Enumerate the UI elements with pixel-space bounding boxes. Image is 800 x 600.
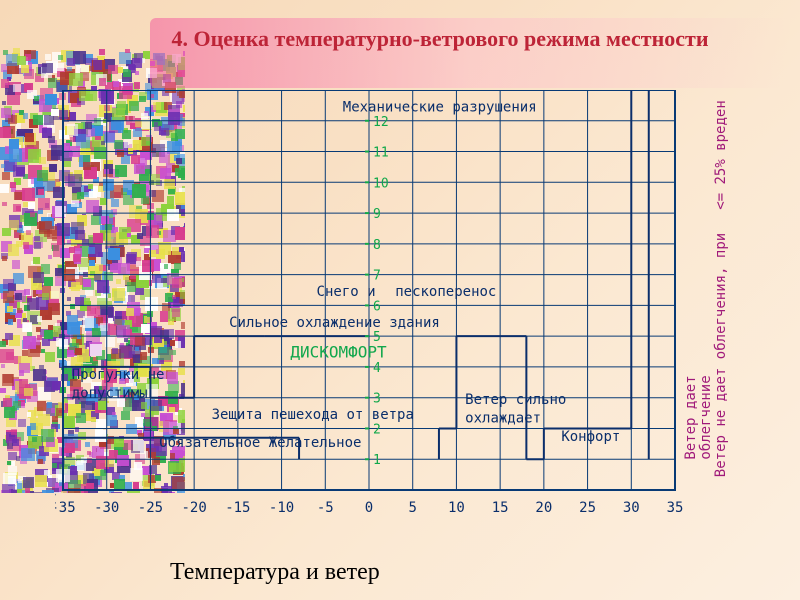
svg-text:6: 6 [373, 299, 381, 314]
svg-text:Прогулки не: Прогулки не [72, 367, 165, 383]
svg-text:пескоперенос: пескоперенос [395, 284, 496, 300]
svg-text:3: 3 [373, 392, 381, 407]
svg-text:допустимы: допустимы [72, 386, 148, 402]
svg-text:t°,C: t°,C [55, 492, 57, 508]
svg-text:ДИСКОМФОРТ: ДИСКОМФОРТ [290, 343, 387, 362]
page-title: 4. Оценка температурно-ветрового режима … [120, 26, 760, 52]
svg-text:Ветер сильно: Ветер сильно [465, 392, 566, 408]
svg-text:7: 7 [373, 269, 381, 284]
svg-text:-30: -30 [94, 500, 119, 516]
svg-text:25: 25 [579, 500, 596, 516]
svg-text:35: 35 [667, 500, 684, 516]
svg-text:2: 2 [373, 422, 381, 437]
svg-text:5: 5 [408, 500, 416, 516]
chart: -35-30-25-20-15-10-505101520253035t°,C12… [55, 90, 745, 520]
svg-text:8: 8 [373, 238, 381, 253]
svg-text:11: 11 [373, 146, 389, 161]
svg-text:20: 20 [535, 500, 552, 516]
svg-text:-5: -5 [317, 500, 334, 516]
svg-text:-35: -35 [55, 500, 76, 516]
svg-text:0: 0 [365, 500, 373, 516]
svg-text:12: 12 [373, 115, 389, 130]
svg-text:Механические разрушения: Механические разрушения [343, 100, 537, 116]
svg-text:облегчение: облегчение [698, 375, 714, 459]
svg-text:<= 25% вреден: <= 25% вреден [713, 100, 729, 210]
svg-text:Обязательное Желательное: Обязательное Желательное [159, 435, 361, 451]
svg-text:4: 4 [373, 361, 381, 376]
svg-text:-10: -10 [269, 500, 294, 516]
svg-text:30: 30 [623, 500, 640, 516]
svg-text:10: 10 [448, 500, 465, 516]
svg-text:-20: -20 [181, 500, 206, 516]
svg-text:9: 9 [373, 207, 381, 222]
svg-text:Ветер не дает облегчения, при: Ветер не дает облегчения, при [713, 233, 729, 477]
svg-text:Зещита пешехода от ветра: Зещита пешехода от ветра [212, 407, 414, 423]
svg-text:-25: -25 [138, 500, 163, 516]
axis-caption: Температура и ветер [170, 559, 380, 586]
svg-text:Конфорт: Конфорт [561, 429, 620, 445]
svg-text:-15: -15 [225, 500, 250, 516]
svg-text:охлаждает: охлаждает [465, 410, 541, 426]
svg-text:10: 10 [373, 176, 389, 191]
svg-text:Снего и: Снего и [317, 284, 376, 300]
svg-text:1: 1 [373, 453, 381, 468]
svg-text:Ветер дает: Ветер дает [683, 375, 699, 459]
svg-text:Сильное охлаждение здания: Сильное охлаждение здания [229, 315, 440, 331]
svg-text:15: 15 [492, 500, 509, 516]
